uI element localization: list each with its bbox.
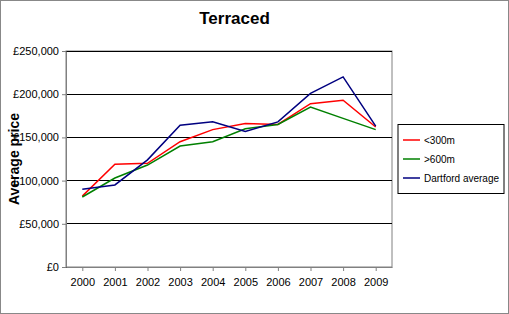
y-tick-mark [62, 137, 66, 138]
chart-title: Terraced [199, 9, 270, 28]
x-tick-mark [180, 267, 181, 271]
series-line [82, 77, 375, 189]
grid-line [66, 137, 392, 138]
y-tick-mark [62, 51, 66, 52]
x-tick: 2004 [201, 267, 225, 288]
plot-area [66, 51, 392, 267]
x-tick-mark [213, 267, 214, 271]
x-tick-label: 2000 [71, 276, 95, 288]
x-tick-label: 2005 [234, 276, 258, 288]
x-tick-mark [115, 267, 116, 271]
y-tick-label: £200,000 [13, 88, 59, 100]
grid-line [66, 223, 392, 224]
y-axis-title: Average price [6, 113, 22, 205]
y-tick: £0 [47, 261, 66, 273]
x-tick: 2009 [364, 267, 388, 288]
x-tick-label: 2004 [201, 276, 225, 288]
x-tick-label: 2006 [266, 276, 290, 288]
legend-label: >600m [424, 154, 455, 165]
x-tick-mark [82, 267, 83, 271]
chart: £0£50,000£100,000£150,000£200,000£250,00… [0, 0, 509, 314]
x-tick-label: 2008 [331, 276, 355, 288]
x-tick-mark [148, 267, 149, 271]
y-tick: £50,000 [19, 218, 66, 230]
x-tick: 2005 [234, 267, 258, 288]
x-tick: 2008 [331, 267, 355, 288]
x-tick-mark [376, 267, 377, 271]
x-tick-mark [311, 267, 312, 271]
x-tick: 2000 [71, 267, 95, 288]
legend-swatch [403, 158, 420, 160]
legend-label: Dartford average [424, 173, 499, 184]
y-tick-label: £0 [47, 261, 59, 273]
series-line [82, 107, 375, 197]
x-axis: 2000 2001 2002 2003 2004 2005 2006 2007 2008 2009 [67, 267, 393, 288]
y-tick: £250,000 [13, 45, 66, 57]
legend-box [398, 125, 504, 194]
x-tick: 2001 [103, 267, 127, 288]
x-tick-label: 2001 [103, 276, 127, 288]
x-tick-mark [245, 267, 246, 271]
y-tick-mark [62, 181, 66, 182]
x-tick: 2007 [299, 267, 323, 288]
y-tick-label: £50,000 [19, 218, 59, 230]
y-tick-mark [62, 267, 66, 268]
y-axis-line [66, 52, 67, 268]
x-tick-mark [343, 267, 344, 271]
legend: <300m >600m Dartford average [398, 125, 504, 194]
x-tick: 2006 [266, 267, 290, 288]
grid-line [66, 51, 392, 52]
x-tick-mark [278, 267, 279, 271]
x-tick-label: 2009 [364, 276, 388, 288]
y-tick-mark [62, 224, 66, 225]
x-tick: 2003 [168, 267, 192, 288]
series-line [82, 100, 375, 196]
x-tick-label: 2002 [136, 276, 160, 288]
y-tick-label: £250,000 [13, 45, 59, 57]
y-tick: £200,000 [13, 88, 66, 100]
x-tick: 2002 [136, 267, 160, 288]
legend-swatch [403, 139, 420, 141]
grid-line [66, 180, 392, 181]
chart-border [1, 1, 509, 314]
legend-swatch [403, 177, 420, 179]
x-tick-label: 2007 [299, 276, 323, 288]
grid-line [66, 94, 392, 95]
y-tick-mark [62, 94, 66, 95]
series-lines [82, 77, 375, 197]
grid [66, 51, 392, 267]
x-tick-label: 2003 [168, 276, 192, 288]
legend-label: <300m [424, 135, 455, 146]
